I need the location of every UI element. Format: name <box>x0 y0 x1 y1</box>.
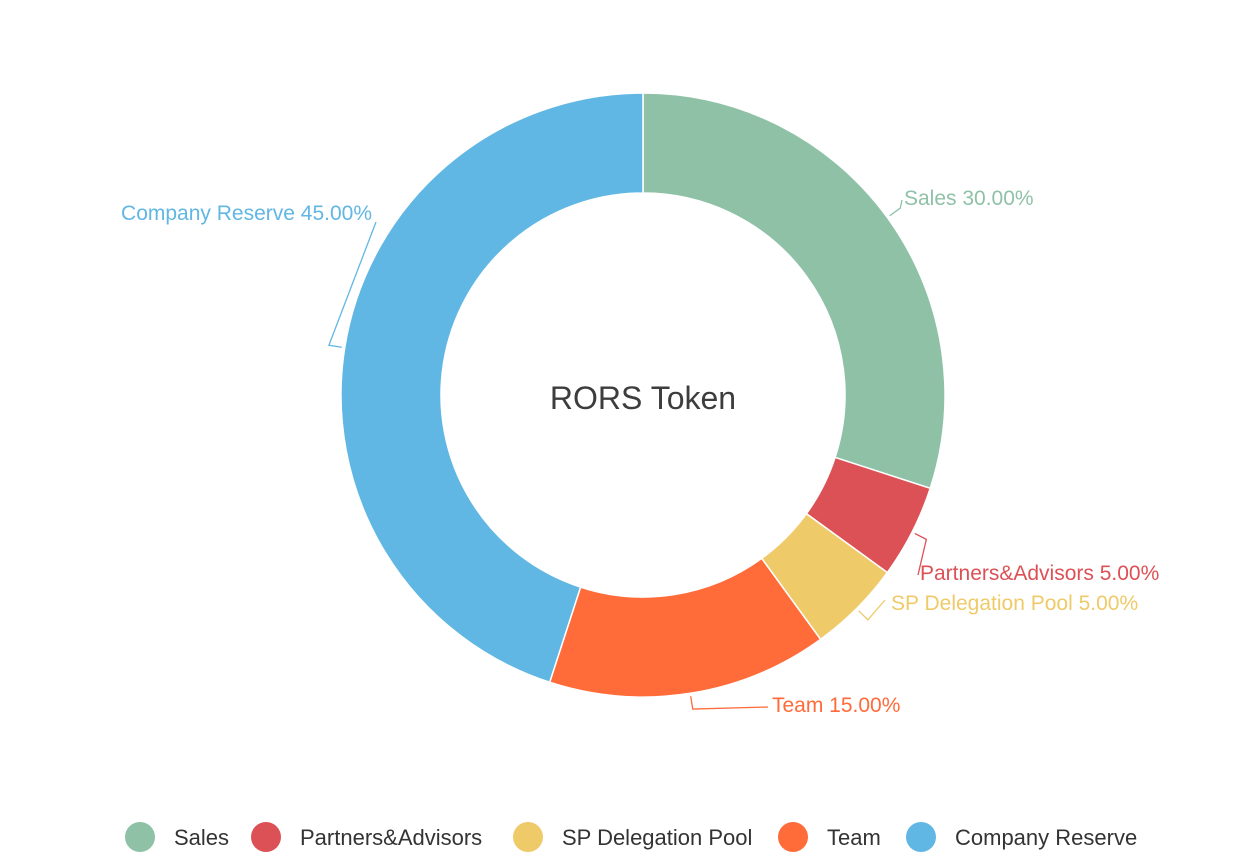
legend-marker <box>513 822 543 852</box>
data-label: Partners&Advisors 5.00% <box>920 562 1159 585</box>
legend-marker <box>251 822 281 852</box>
leader-line <box>889 199 903 217</box>
slice-sales[interactable] <box>642 92 946 490</box>
legend-item[interactable]: Team <box>778 822 881 852</box>
leader-line <box>914 532 928 576</box>
legend-label: Company Reserve <box>955 825 1137 850</box>
slice-labels: Sales 30.00% Partners&Advisors 5.00% SP De… <box>121 187 1159 717</box>
leader-line <box>690 696 769 710</box>
data-label: Company Reserve 45.00% <box>121 202 372 225</box>
legend-label: Team <box>827 825 881 850</box>
chart-slices <box>340 92 946 698</box>
leader-line <box>328 221 377 348</box>
legend-item[interactable]: SP Delegation Pool <box>513 822 752 852</box>
legend-item[interactable]: Company Reserve <box>906 822 1137 852</box>
data-label: Team 15.00% <box>772 694 900 717</box>
legend-label: Sales <box>174 825 229 850</box>
legend-marker <box>125 822 155 852</box>
legend: Sales Partners&Advisors SP Delegation Pool… <box>125 822 1137 852</box>
data-label: SP Delegation Pool 5.00% <box>891 592 1138 615</box>
legend-label: Partners&Advisors <box>300 825 482 850</box>
data-label: Sales 30.00% <box>904 187 1034 210</box>
legend-marker <box>778 822 808 852</box>
chart-title: RORS Token <box>550 380 736 416</box>
leader-line <box>858 599 886 621</box>
legend-item[interactable]: Sales <box>125 822 229 852</box>
legend-item[interactable]: Partners&Advisors <box>251 822 482 852</box>
legend-marker <box>906 822 936 852</box>
label-leader-lines <box>328 199 928 710</box>
slice-company-reserve[interactable] <box>340 92 644 684</box>
legend-label: SP Delegation Pool <box>562 825 752 850</box>
